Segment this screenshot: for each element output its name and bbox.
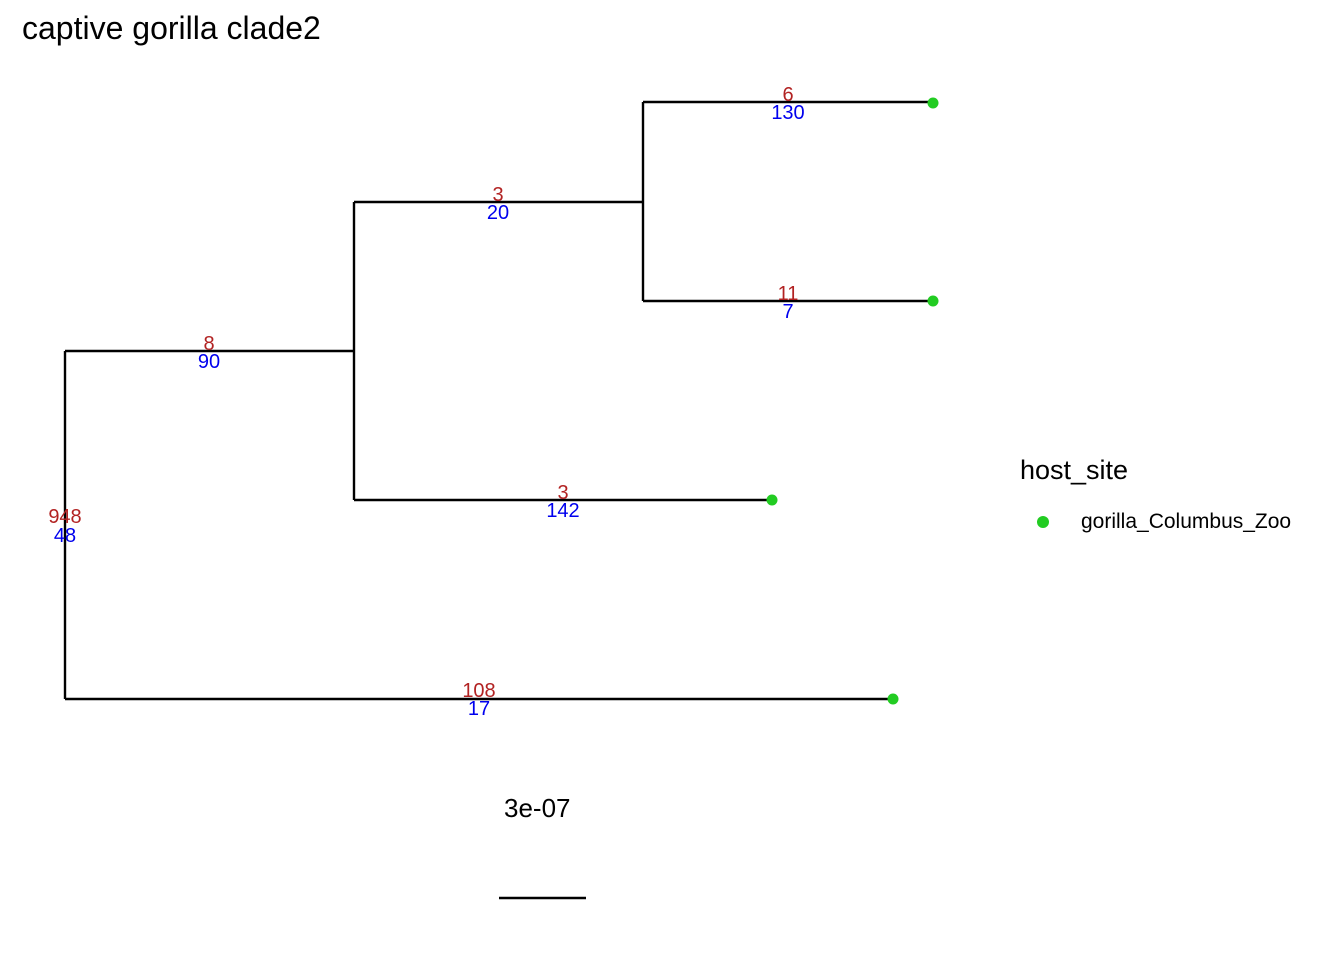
branch-label-bottom: 142 — [546, 500, 579, 522]
tip-point-4 — [887, 693, 899, 705]
tip-point-2 — [927, 295, 939, 307]
figure-title: captive gorilla clade2 — [22, 10, 321, 46]
branch-label-bottom: 20 — [487, 202, 509, 224]
branch-label-top: 6 — [782, 84, 793, 106]
branch-label-top: 948 — [48, 506, 81, 528]
legend-title: host_site — [1020, 455, 1129, 485]
branch-label-bottom: 48 — [54, 525, 76, 547]
scale-bar-label: 3e-07 — [504, 793, 571, 823]
branch-label-top: 8 — [203, 333, 214, 355]
branch-label-top: 3 — [492, 184, 503, 206]
branch-label-bottom: 17 — [468, 698, 490, 720]
tip-point-1 — [927, 97, 939, 109]
legend-item-label: gorilla_Columbus_Zoo — [1081, 510, 1292, 533]
branch-label-bottom: 130 — [771, 102, 804, 124]
legend-swatch — [1037, 516, 1049, 528]
branch-label-bottom: 7 — [782, 301, 793, 323]
branch-label-bottom: 90 — [198, 351, 220, 373]
branch-label-top: 3 — [557, 482, 568, 504]
tip-point-3 — [766, 494, 778, 506]
branch-label-top: 11 — [778, 283, 799, 305]
branch-label-top: 108 — [462, 680, 495, 702]
